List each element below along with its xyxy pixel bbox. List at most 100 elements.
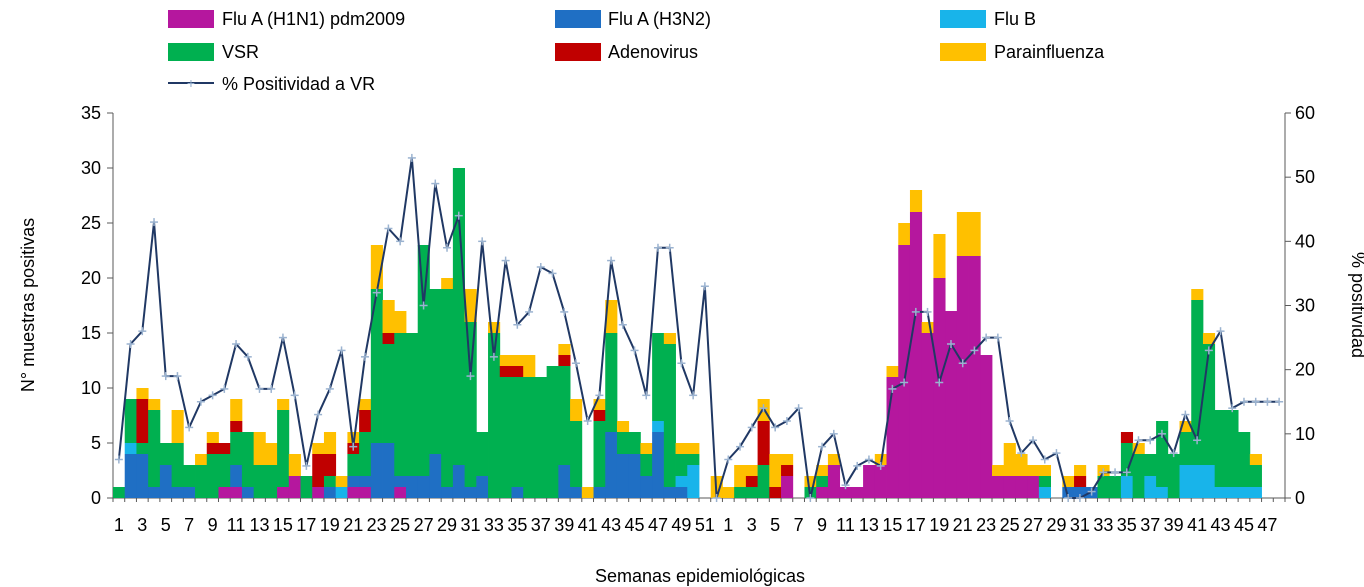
x-tick-label: 9 xyxy=(208,515,218,535)
bar-segment-series-2 xyxy=(1191,465,1204,498)
bar-segment-series-3 xyxy=(1097,476,1110,498)
bar-segment-series-4 xyxy=(136,399,149,443)
bar-segment-series-0 xyxy=(347,487,360,498)
bar-segment-series-0 xyxy=(359,487,372,498)
x-tick-label: 47 xyxy=(1257,515,1277,535)
positivity-point xyxy=(1193,436,1202,445)
bar-segment-series-1 xyxy=(593,487,606,498)
legend-item-vsr: VSR xyxy=(168,42,259,62)
positivity-point xyxy=(220,384,229,393)
positivity-point xyxy=(970,346,979,355)
bar-segment-series-1 xyxy=(406,476,419,498)
positivity-point xyxy=(302,461,311,470)
positivity-point xyxy=(196,397,205,406)
legend-label-vsr: VSR xyxy=(222,42,259,62)
legend-item-h1n1: Flu A (H1N1) pdm2009 xyxy=(168,9,405,29)
bar-segment-series-5 xyxy=(488,322,501,333)
x-tick-label: 39 xyxy=(554,515,574,535)
y-left-tick-label: 20 xyxy=(81,268,101,288)
bar-segment-series-5 xyxy=(956,212,969,256)
x-tick-label: 29 xyxy=(1046,515,1066,535)
bar-segment-series-0 xyxy=(781,476,794,498)
bar-segment-series-3 xyxy=(593,421,606,487)
positivity-point xyxy=(489,352,498,361)
bar-segment-series-0 xyxy=(277,487,290,498)
bar-segment-series-3 xyxy=(616,432,630,454)
bar-segment-series-4 xyxy=(511,366,524,377)
positivity-point xyxy=(900,378,909,387)
bar-segment-series-4 xyxy=(1074,476,1087,487)
positivity-point xyxy=(454,211,463,220)
positivity-point xyxy=(138,327,147,336)
bar-segment-series-3 xyxy=(1191,300,1204,465)
bar-segment-series-5 xyxy=(335,476,348,487)
bar-segment-series-5 xyxy=(394,311,407,333)
x-axis-title: Semanas epidemiológicas xyxy=(595,566,805,586)
bar-segment-series-3 xyxy=(1109,476,1122,498)
legend-label-adenovirus: Adenovirus xyxy=(608,42,698,62)
x-tick-label: 45 xyxy=(1234,515,1254,535)
positivity-point xyxy=(888,384,897,393)
bar-segment-series-3 xyxy=(323,476,337,487)
x-tick-label: 41 xyxy=(578,515,598,535)
y-left-tick-label: 10 xyxy=(81,378,101,398)
bar-segment-series-3 xyxy=(195,465,208,498)
bar-segment-series-3 xyxy=(1202,344,1216,465)
bar-segment-series-1 xyxy=(640,476,653,498)
bar-segment-series-3 xyxy=(687,454,700,465)
positivity-point xyxy=(150,218,159,227)
legend-item-positividad: + % Positividad a VR xyxy=(168,74,375,94)
bar-segment-series-3 xyxy=(218,454,231,487)
y-right-tick-label: 30 xyxy=(1295,296,1315,316)
positivity-point xyxy=(571,359,580,368)
x-tick-label: 37 xyxy=(1140,515,1160,535)
x-tick-label: 5 xyxy=(161,515,171,535)
positivity-point xyxy=(747,423,756,432)
positivity-point xyxy=(806,494,815,502)
x-tick-label: 9 xyxy=(817,515,827,535)
positivity-point xyxy=(384,224,393,233)
bar-segment-series-3 xyxy=(534,377,548,498)
positivity-point xyxy=(1099,468,1108,477)
bar-segment-series-4 xyxy=(359,410,372,432)
y-left-tick-label: 5 xyxy=(91,433,101,453)
bar-segment-series-0 xyxy=(874,465,887,498)
bar-segment-series-1 xyxy=(663,487,676,498)
positivity-point xyxy=(1111,468,1120,477)
bar-segment-series-5 xyxy=(816,465,829,476)
bar-segment-series-3 xyxy=(241,432,255,487)
positivity-point xyxy=(185,423,194,432)
bar-segment-series-5 xyxy=(827,454,841,465)
bar-segment-series-3 xyxy=(1144,454,1157,476)
bar-segment-series-1 xyxy=(628,454,641,498)
bar-segment-series-3 xyxy=(359,432,372,476)
bar-segment-series-4 xyxy=(323,454,337,476)
legend-swatch-vsr xyxy=(168,43,214,61)
y-left-tick-label: 0 xyxy=(91,488,101,508)
bar-segment-series-3 xyxy=(113,487,126,498)
bar-segment-series-1 xyxy=(1074,487,1087,498)
positivity-point xyxy=(337,346,346,355)
bar-segment-series-3 xyxy=(546,366,559,498)
positivity-point xyxy=(818,442,827,451)
positivity-point xyxy=(946,340,955,348)
bar-segment-series-4 xyxy=(382,333,395,344)
positivity-line xyxy=(117,156,1280,499)
bar-segment-series-3 xyxy=(734,487,747,498)
bar-segment-series-3 xyxy=(417,245,430,476)
y-right-tick-label: 20 xyxy=(1295,360,1315,380)
bar-segment-series-5 xyxy=(663,333,676,344)
bar-segment-series-5 xyxy=(253,432,266,465)
positivity-point xyxy=(607,256,616,265)
positivity-point xyxy=(1064,494,1073,502)
bar-segment-series-2 xyxy=(1144,476,1157,498)
bar-segment-series-4 xyxy=(312,454,325,487)
x-tick-label: 25 xyxy=(1000,515,1020,535)
positivity-point xyxy=(794,404,803,413)
bar-segment-series-4 xyxy=(1120,432,1134,443)
bar-segment-series-3 xyxy=(1167,454,1180,498)
bar-segment-series-4 xyxy=(230,421,243,432)
legend-swatch-parainfluenza xyxy=(940,43,986,61)
x-tick-label: 15 xyxy=(273,515,293,535)
bar-segment-series-0 xyxy=(827,465,841,498)
